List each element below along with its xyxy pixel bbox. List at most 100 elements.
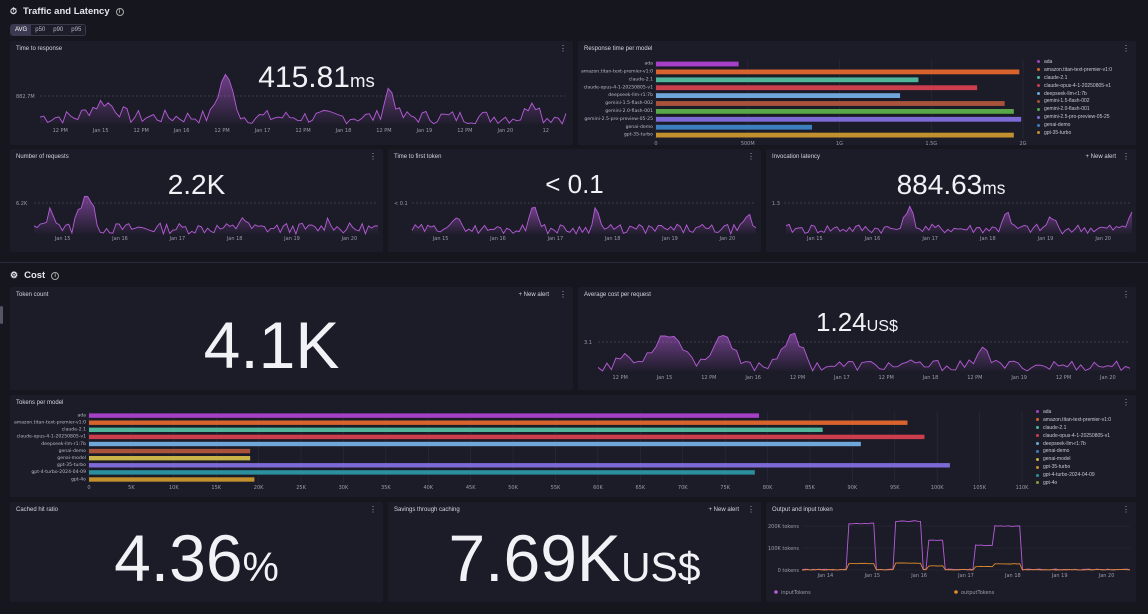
legend-item[interactable]: genai-demo <box>1037 121 1112 129</box>
x-tick-label: 60K <box>593 485 603 491</box>
x-tick-label: 12 PM <box>967 375 982 381</box>
response-per-model-chart: adaamazon.titan-text-premier-v1:0claude-… <box>581 60 1027 145</box>
output-input-tile: Output and input token ⋮ 200K tokens 100K… <box>766 502 1136 602</box>
sparkline-line <box>33 195 379 236</box>
x-tick-label: Jan 16 <box>489 236 506 242</box>
legend-item[interactable]: gpt-4-turbo-2024-04-09 <box>1036 471 1111 479</box>
legend-item[interactable]: genai-model <box>1036 455 1111 463</box>
savings-tile: Savings through caching + New alert ⋮ 7.… <box>388 502 761 602</box>
x-tick-label: Jan 19 <box>1037 236 1054 242</box>
bar <box>89 434 925 440</box>
x-tick-label: Jan 20 <box>1099 375 1116 381</box>
legend-item[interactable]: genai-demo <box>1036 447 1111 455</box>
legend-item[interactable]: gemini-2.0-flash-001 <box>1037 105 1112 113</box>
legend-dot <box>1037 107 1040 111</box>
legend-dot <box>1036 410 1039 414</box>
more-menu-icon[interactable]: ⋮ <box>1122 505 1130 514</box>
time-to-response-sparkline: 882.7M 12 PM Jan 15 12 PM Jan 16 12 PM Jan 17… <box>16 73 567 134</box>
more-menu-icon[interactable]: ⋮ <box>559 290 567 299</box>
x-tick-label: 12 PM <box>295 128 310 134</box>
bar-label: genai-demo <box>626 124 654 130</box>
x-tick-label: Jan 16 <box>111 236 128 242</box>
tile-title: Response time per model <box>584 46 653 52</box>
new-alert-button[interactable]: + New alert <box>518 292 549 298</box>
x-tick-label: Jan 18 <box>979 236 996 242</box>
sparkline-line <box>39 73 567 125</box>
legend-item[interactable]: gpt-35-turbo <box>1037 129 1112 137</box>
legend-label: genai-model <box>1043 456 1071 463</box>
legend-item[interactable]: claude-opus-4-1-20250805-v1 <box>1036 432 1111 440</box>
tokens-per-model-tile: Tokens per model ⋮ ada amazon.titan-text-… <box>10 395 1136 497</box>
x-tick-label: Jan 15 <box>656 375 673 381</box>
x-tick-label: Jan 15 <box>806 236 823 242</box>
legend-item[interactable]: claude-2.1 <box>1036 424 1111 432</box>
bar <box>89 470 755 475</box>
legend-label: gpt-35-turbo <box>1043 464 1071 471</box>
legend-item[interactable]: ada <box>1037 58 1112 66</box>
bar <box>656 116 1022 122</box>
tab-p95[interactable]: p95 <box>67 25 86 35</box>
response-per-model-legend: ada amazon.titan-text-premier-v1:0 claude-… <box>1037 58 1112 137</box>
tab-p90[interactable]: p90 <box>49 25 68 35</box>
sparkline-area <box>598 333 1130 371</box>
x-tick-label: 0 <box>87 485 90 491</box>
time-first-token-sparkline: < 0.1 Jan 15 Jan 16 Jan 17 Jan 18 Jan 19 Jan … <box>394 201 757 242</box>
x-tick-label: 35K <box>381 485 391 491</box>
x-tick-label: 5K <box>128 485 135 491</box>
legend-item[interactable]: gpt-4o <box>1036 479 1111 487</box>
more-menu-icon[interactable]: ⋮ <box>369 152 377 161</box>
legend-item[interactable]: deepseek-llm-r1:7b <box>1037 90 1112 98</box>
more-menu-icon[interactable]: ⋮ <box>369 505 377 514</box>
legend-dot <box>1037 60 1040 64</box>
new-alert-button[interactable]: + New alert <box>708 507 739 513</box>
legend-item[interactable]: claude-opus-4-1-20250805-v1 <box>1037 82 1112 90</box>
more-menu-icon[interactable]: ⋮ <box>1122 44 1130 53</box>
x-tick-label: Jan 18 <box>226 236 243 242</box>
legend-item[interactable]: gpt-35-turbo <box>1036 463 1111 471</box>
x-tick-label: 12 PM <box>134 128 149 134</box>
response-per-model-tile: Response time per model ⋮ ada amazon.tita… <box>578 41 1136 145</box>
legend-item[interactable]: amazon.titan-text-premier-v1:0 <box>1036 416 1111 424</box>
x-tick-label: 105K <box>973 485 987 491</box>
bar-label: claude-2.1 <box>629 76 653 82</box>
tab-p50[interactable]: p50 <box>31 25 50 35</box>
output-legend-label: outputTokens <box>961 590 995 596</box>
info-icon[interactable]: i <box>51 271 60 280</box>
more-menu-icon[interactable]: ⋮ <box>747 505 755 514</box>
bar <box>89 441 861 447</box>
num-requests-tile: Number of requests ⋮ 2.2K 6.2K Jan 15 Jan… <box>10 149 383 252</box>
legend-item[interactable]: claude-2.1 <box>1037 74 1112 82</box>
x-tick-label: Jan 19 <box>416 128 433 134</box>
x-tick-label: 85K <box>805 485 815 491</box>
invocation-latency-tile: Invocation latency + New alert ⋮ 884.63m… <box>766 149 1136 252</box>
x-tick-label: 20K <box>254 485 264 491</box>
x-tick-label: Jan 19 <box>283 236 300 242</box>
more-menu-icon[interactable]: ⋮ <box>1122 152 1130 161</box>
more-menu-icon[interactable]: ⋮ <box>559 44 567 53</box>
x-tick-label: 12 PM <box>214 128 229 134</box>
bar-label: gemini-2.0-flash-001 <box>605 108 653 114</box>
tile-title: Token count <box>16 292 49 298</box>
big-value: 415.81ms <box>258 61 375 94</box>
more-menu-icon[interactable]: ⋮ <box>1122 398 1130 407</box>
x-tick-label: 25K <box>296 485 306 491</box>
bar <box>89 448 251 454</box>
x-tick-label: Jan 18 <box>1004 573 1021 579</box>
x-tick-label: 0 <box>654 141 657 145</box>
legend-item[interactable]: ada <box>1036 408 1111 416</box>
info-icon[interactable]: i <box>115 7 124 16</box>
input-tokens-line <box>801 520 1131 571</box>
sidebar-handle[interactable] <box>0 306 3 324</box>
tab-avg[interactable]: AVG <box>11 25 32 35</box>
new-alert-button[interactable]: + New alert <box>1085 154 1116 160</box>
legend-item[interactable]: amazon.titan-text-premier-v1:0 <box>1037 66 1112 74</box>
tile-title: Average cost per request <box>584 292 651 298</box>
bar-label: gpt-35-turbo <box>57 462 86 468</box>
legend-item[interactable]: gemini-2.5-pro-preview-05-25 <box>1037 113 1112 121</box>
more-menu-icon[interactable]: ⋮ <box>1122 290 1130 299</box>
legend-item[interactable]: deepseek-llm-r1:7b <box>1036 440 1111 448</box>
more-menu-icon[interactable]: ⋮ <box>747 152 755 161</box>
input-legend-label: inputTokens <box>781 590 811 596</box>
x-tick-label: 55K <box>551 485 561 491</box>
legend-item[interactable]: gemini-1.5-flash-002 <box>1037 97 1112 105</box>
